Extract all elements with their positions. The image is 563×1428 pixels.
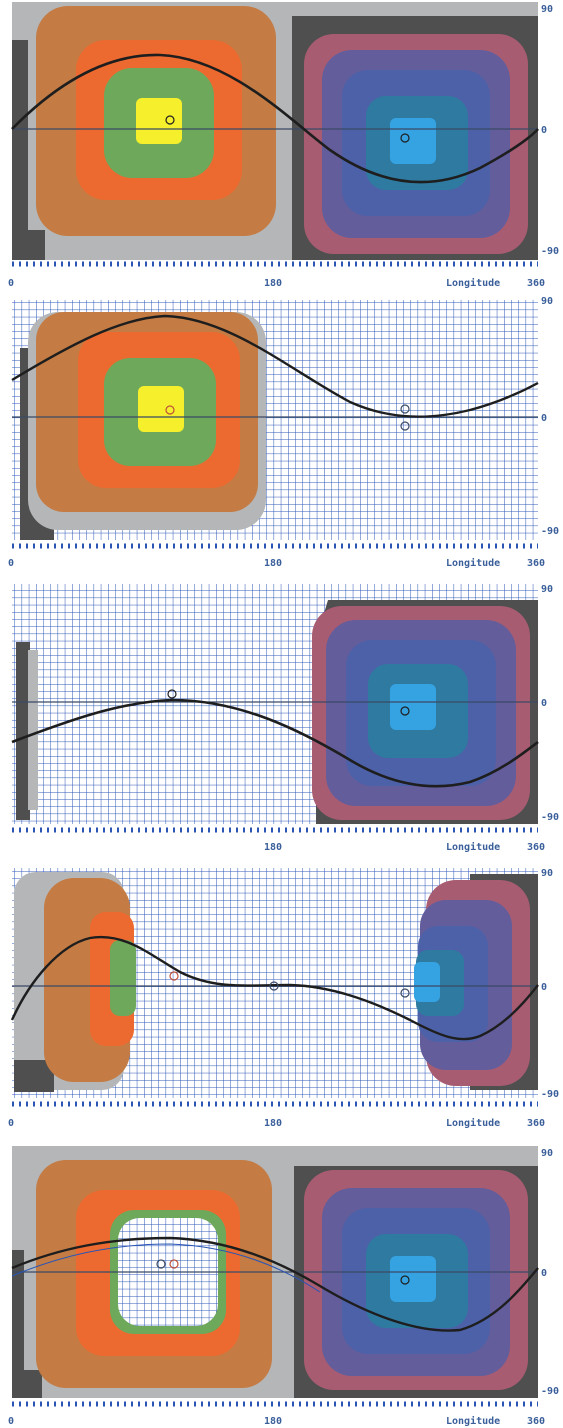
panel-4-y-tick-90: 90 (541, 868, 553, 879)
panel-1-curve (11, 53, 539, 184)
panel-3-left-edge-dark (16, 642, 30, 820)
panel-1-x-tick-0: 0 (8, 278, 14, 289)
panel-1-x-label: Longitude (446, 277, 500, 289)
panel-2-marker-left (165, 405, 175, 415)
panel-5-x-tick-360: 360 (527, 1416, 545, 1427)
panel-5-cyan-core (390, 1256, 436, 1302)
panel-4-curve (10, 935, 539, 1041)
panel-3-marker-left (167, 689, 177, 699)
panel-2-marker-right-top (400, 404, 410, 414)
panel-2-y-tick-90: 90 (541, 296, 553, 307)
panel-2-x-tick-0: 0 (8, 558, 14, 569)
panel-1-marker-right (400, 133, 410, 143)
panel-5-marker-right (400, 1275, 410, 1285)
panel-4-marker-center (269, 981, 279, 991)
panel-4-x-tick-180: 180 (264, 1118, 282, 1129)
panel-1-x-tick-360: 360 (527, 278, 545, 289)
panel-3-cyan-core (390, 684, 436, 730)
panel-2-curve (11, 314, 539, 418)
panel-4-marker-right (400, 988, 410, 998)
panel-5: 0 180 Longitude 360 90 0 -90 (8, 1146, 559, 1427)
panel-1-dark-ring (12, 40, 45, 260)
panel-5-y-tick-minus90: -90 (541, 1386, 559, 1397)
panel-4-x-tick-360: 360 (527, 1118, 545, 1129)
panel-5-dark-ring (12, 1250, 42, 1398)
panel-5-x-label: Longitude (446, 1415, 500, 1427)
panel-5-marker-orange (169, 1259, 179, 1269)
panel-4-x-tick-0: 0 (8, 1118, 14, 1129)
panel-2-y-tick-0: 0 (541, 413, 547, 424)
panel-3: 180 Longitude 360 90 0 -90 (11, 584, 559, 853)
panel-4-y-tick-minus90: -90 (541, 1089, 559, 1100)
panel-3-curve (11, 698, 539, 788)
panel-2: 0 180 Longitude 360 90 0 -90 (8, 296, 559, 569)
panel-3-left-edge-gray (28, 650, 38, 810)
panel-1-marker-left (165, 115, 175, 125)
panel-5-y-tick-0: 0 (541, 1268, 547, 1279)
panel-2-x-tick-360: 360 (527, 558, 545, 569)
panel-5-y-tick-90: 90 (541, 1148, 553, 1159)
panel-3-x-tick-180: 180 (264, 842, 282, 853)
panel-4-x-label: Longitude (446, 1117, 500, 1129)
panel-1: 0 180 Longitude 360 90 0 -90 (8, 2, 559, 289)
panel-4-cyan-core (414, 962, 440, 1002)
panel-4-marker-orange (169, 971, 179, 981)
panel-1-y-tick-minus90: -90 (541, 246, 559, 257)
panel-5-x-tick-0: 0 (8, 1416, 14, 1427)
panel-3-y-tick-90: 90 (541, 584, 553, 595)
panel-2-x-tick-180: 180 (264, 558, 282, 569)
panel-1-yellow-core (136, 98, 182, 144)
panel-5-curve (11, 1236, 539, 1332)
panel-5-curve-secondary (11, 1243, 321, 1293)
panel-4-y-tick-0: 0 (541, 982, 547, 993)
panel-3-x-label: Longitude (446, 841, 500, 853)
panel-1-x-tick-180: 180 (264, 278, 282, 289)
panel-4: 0 180 Longitude 360 90 0 -90 (8, 868, 559, 1129)
panel-5-marker-blue (156, 1259, 166, 1269)
panel-2-x-label: Longitude (446, 557, 500, 569)
panel-1-cyan-core (390, 118, 436, 164)
panel-2-y-tick-minus90: -90 (541, 526, 559, 537)
panel-1-y-tick-0: 0 (541, 125, 547, 136)
panel-5-x-tick-180: 180 (264, 1416, 282, 1427)
panel-1-y-tick-90: 90 (541, 4, 553, 15)
panel-3-marker-right (400, 706, 410, 716)
panel-2-marker-right-bottom (400, 421, 410, 431)
panel-3-x-tick-360: 360 (527, 842, 545, 853)
panel-2-yellow-core (138, 386, 184, 432)
panel-3-y-tick-0: 0 (541, 698, 547, 709)
panel-4-green-lobe (110, 940, 136, 1016)
panel-3-y-tick-minus90: -90 (541, 812, 559, 823)
